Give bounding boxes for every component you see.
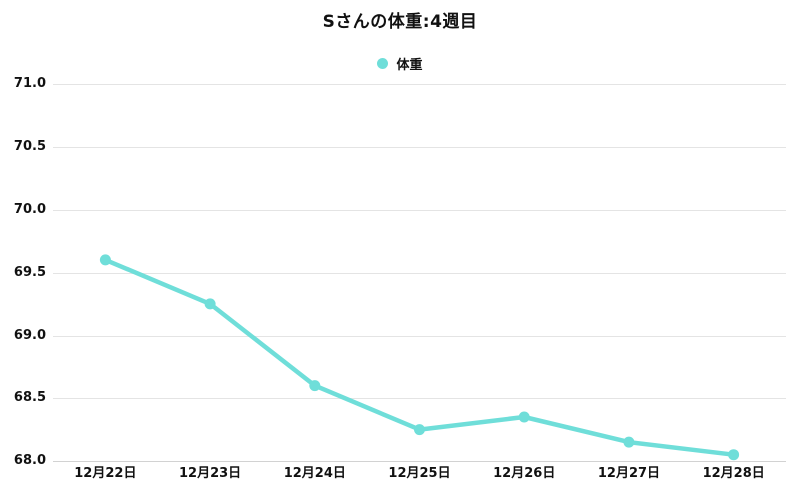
data-point xyxy=(204,298,216,310)
data-point xyxy=(414,424,425,436)
gridline xyxy=(53,336,786,337)
y-tick-label: 71.0 xyxy=(13,76,46,91)
x-tick-label: 12月25日 xyxy=(388,466,451,481)
x-axis-line xyxy=(53,461,786,462)
x-tick-label: 12月27日 xyxy=(597,466,661,481)
x-axis-labels: 12月22日 12月23日 12月24日 12月25日 12月26日 12月27… xyxy=(53,462,786,481)
x-tick-label: 12月28日 xyxy=(702,466,765,481)
y-tick-label: 70.0 xyxy=(13,202,46,217)
chart-legend: 体重 xyxy=(0,54,800,73)
x-tick-label: 12月22日 xyxy=(74,466,137,481)
data-point xyxy=(518,411,530,423)
gridline xyxy=(53,210,786,211)
gridline xyxy=(53,398,786,399)
gridline xyxy=(53,273,786,274)
x-tick-label: 12月23日 xyxy=(178,466,242,481)
legend-label: 体重 xyxy=(396,58,423,73)
data-point xyxy=(99,254,111,266)
data-point xyxy=(728,449,740,461)
line-series-svg xyxy=(99,254,740,461)
gridline xyxy=(53,147,786,148)
legend-circle-icon xyxy=(377,58,389,69)
y-tick-label: 69.0 xyxy=(13,328,46,343)
y-tick-label: 69.5 xyxy=(13,265,46,280)
chart-title: Sさんの体重:4週目 xyxy=(322,12,478,32)
gridline xyxy=(53,84,786,85)
data-point xyxy=(309,380,321,392)
x-tick-label: 12月24日 xyxy=(283,466,346,481)
x-tick-label: 12月26日 xyxy=(493,466,556,481)
y-tick-label: 68.0 xyxy=(13,453,46,468)
y-tick-label: 70.5 xyxy=(13,139,46,154)
y-tick-label: 68.5 xyxy=(13,390,46,405)
data-point xyxy=(623,436,635,448)
